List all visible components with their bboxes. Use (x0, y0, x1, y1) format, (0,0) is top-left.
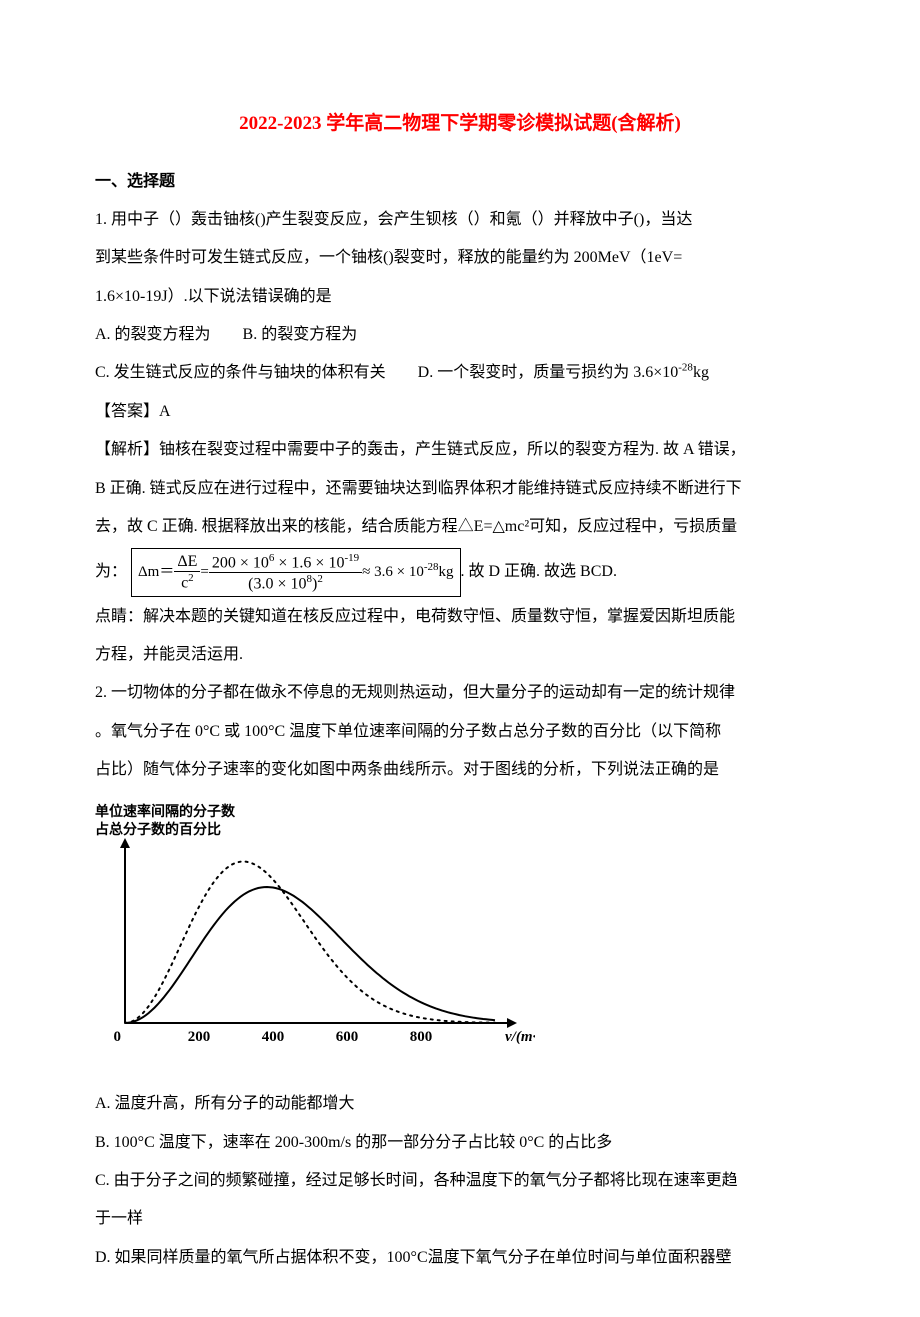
q2-stem-line1: 2. 一切物体的分子都在做永不停息的无规则热运动，但大量分子的运动却有一定的统计… (95, 674, 825, 712)
q1-option-cd: C. 发生链式反应的条件与铀块的体积有关 D. 一个裂变时，质量亏损约为 3.6… (95, 354, 825, 392)
chart-svg: 0 200 400 600 800 v/(m·s⁻¹) (95, 838, 535, 1058)
q1-option-cd-text: C. 发生链式反应的条件与铀块的体积有关 D. 一个裂变时，质量亏损约为 3.6… (95, 364, 678, 381)
q1-explain-pre: 为： (95, 563, 127, 580)
q1-explain-line2: B 正确. 链式反应在进行过程中，还需要铀块达到临界体积才能维持链式反应持续不断… (95, 470, 825, 508)
svg-text:v/(m·s⁻¹): v/(m·s⁻¹) (505, 1029, 535, 1045)
q1-hint-line1: 点睛：解决本题的关键知道在核反应过程中，电荷数守恒、质量数守恒，掌握爱因斯坦质能 (95, 598, 825, 636)
section-header: 一、选择题 (95, 163, 825, 201)
q1-stem-line3: 1.6×10-19J）.以下说法错误确的是 (95, 278, 825, 316)
q1-option-cd-tail: kg (693, 364, 709, 381)
svg-text:400: 400 (262, 1029, 285, 1045)
q2-stem-line2: 。氧气分子在 0°C 或 100°C 温度下单位速率间隔的分子数占总分子数的百分… (95, 713, 825, 751)
formula-dm: Δm＝ (138, 564, 174, 580)
chart-ylabel-line2: 占总分子数的百分比 (95, 820, 825, 838)
formula-result: ≈ 3.6 × 10-28kg (362, 564, 453, 580)
q1-hint-line2: 方程，并能灵活运用. (95, 636, 825, 674)
q1-stem-line1: 1. 用中子（）轰击铀核()产生裂变反应，会产生钡核（）和氪（）并释放中子()，… (95, 201, 825, 239)
distribution-chart: 单位速率间隔的分子数 占总分子数的百分比 0 200 400 600 800 v/(m·s… (95, 802, 825, 1074)
q1-explain-line3: 去，故 C 正确. 根据释放出来的核能，结合质能方程△E=△mc²可知，反应过程… (95, 508, 825, 546)
q1-stem-line2: 到某些条件时可发生链式反应，一个铀核()裂变时，释放的能量约为 200MeV（1… (95, 239, 825, 277)
q1-explain-line4: 为： Δm＝ΔEc2=200 × 106 × 1.6 × 10-19(3.0 ×… (95, 546, 825, 597)
q2-option-c-line1: C. 由于分子之间的频繁碰撞，经过足够长时间，各种温度下的氧气分子都将比现在速率… (95, 1162, 825, 1200)
svg-text:600: 600 (336, 1029, 359, 1045)
q2-option-a: A. 温度升高，所有分子的动能都增大 (95, 1085, 825, 1123)
q2-option-b: B. 100°C 温度下，速率在 200-300m/s 的那一部分分子占比较 0… (95, 1124, 825, 1162)
frac1-num: ΔE (174, 553, 200, 572)
q1-explain-line1: 【解析】铀核在裂变过程中需要中子的轰击，产生链式反应，所以的裂变方程为. 故 A… (95, 431, 825, 469)
frac2-den: (3.0 × 108)2 (209, 573, 362, 593)
q2-stem-line3: 占比）随气体分子速率的变化如图中两条曲线所示。对于图线的分析，下列说法正确的是 (95, 751, 825, 789)
q2-option-d: D. 如果同样质量的氧气所占据体积不变，100°C温度下氧气分子在单位时间与单位… (95, 1239, 825, 1277)
svg-text:800: 800 (410, 1029, 433, 1045)
q2-option-c-line2: 于一样 (95, 1200, 825, 1238)
svg-text:200: 200 (188, 1029, 211, 1045)
q1-answer: 【答案】A (95, 393, 825, 431)
frac2-num: 200 × 106 × 1.6 × 10-19 (209, 552, 362, 573)
equals-1: = (200, 564, 208, 580)
fraction-1: ΔEc2 (174, 553, 200, 592)
fraction-2: 200 × 106 × 1.6 × 10-19(3.0 × 108)2 (209, 552, 362, 593)
q1-option-cd-sup: -28 (678, 362, 693, 374)
formula-box: Δm＝ΔEc2=200 × 106 × 1.6 × 10-19(3.0 × 10… (131, 548, 460, 597)
q1-option-ab: A. 的裂变方程为 B. 的裂变方程为 (95, 316, 825, 354)
chart-ylabel-line1: 单位速率间隔的分子数 (95, 802, 825, 820)
document-title: 2022-2023 学年高二物理下学期零诊模拟试题(含解析) (95, 110, 825, 139)
q1-explain-post: . 故 D 正确. 故选 BCD. (461, 563, 617, 580)
frac1-den: c2 (174, 572, 200, 592)
svg-text:0: 0 (114, 1029, 122, 1045)
